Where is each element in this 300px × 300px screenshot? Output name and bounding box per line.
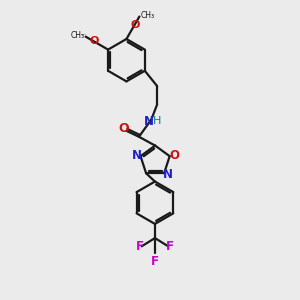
Text: F: F bbox=[151, 255, 159, 268]
Text: N: N bbox=[163, 168, 173, 181]
Text: N: N bbox=[131, 149, 141, 162]
Text: F: F bbox=[136, 240, 144, 254]
Text: O: O bbox=[89, 36, 99, 46]
Text: H: H bbox=[153, 116, 161, 126]
Text: O: O bbox=[130, 20, 140, 30]
Text: N: N bbox=[144, 115, 154, 128]
Text: CH₃: CH₃ bbox=[70, 31, 85, 40]
Text: CH₃: CH₃ bbox=[141, 11, 155, 20]
Text: O: O bbox=[169, 149, 179, 162]
Text: F: F bbox=[166, 240, 174, 254]
Text: O: O bbox=[118, 122, 129, 135]
Text: methoxy: methoxy bbox=[81, 34, 87, 35]
